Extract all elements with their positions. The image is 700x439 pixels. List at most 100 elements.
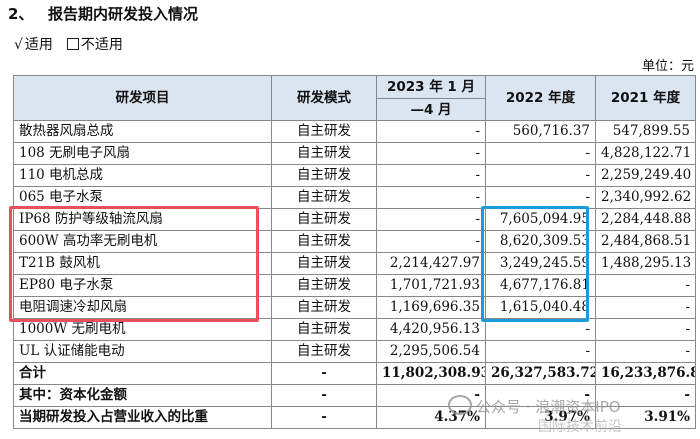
cell-2023: 1,169,696.35	[376, 296, 486, 319]
table-row: 065 电子水泵 自主研发 - -2,340,992.62	[13, 186, 696, 209]
cell-project: 其中：资本化金额	[13, 384, 272, 407]
table-row: UL 认证储能电动 自主研发 2,295,506.54- -	[13, 340, 696, 363]
header-project: 研发项目	[13, 75, 272, 121]
cell-project: T21B 鼓风机	[13, 252, 272, 275]
cell-2022: 26,327,583.72	[485, 362, 596, 385]
applicability-options: √ 适用 不适用	[14, 34, 125, 54]
capitalized-row: 其中：资本化金额 - - - -	[13, 384, 696, 407]
cell-mode: 自主研发	[271, 252, 377, 275]
cell-mode: 自主研发	[271, 208, 377, 231]
cell-mode: 自主研发	[271, 230, 377, 253]
cell-mode: -	[271, 406, 377, 429]
cell-2023: -	[376, 186, 486, 209]
ratio-row: 当期研发投入占营业收入的比重 -4.37% 3.97% 3.91%	[13, 406, 696, 429]
cell-2022: 4,677,176.81	[485, 274, 596, 297]
cell-project: 合计	[13, 362, 272, 385]
table-row: T21B 鼓风机 自主研发 2,214,427.97 3,249,245.59 1,48…	[13, 252, 696, 275]
watermark-text: 公众号 · 浪潮资本IPO	[476, 398, 621, 416]
cell-mode: 自主研发	[271, 318, 377, 341]
table-row: EP80 电子水泵 自主研发 1,701,721.93 4,677,176.81-	[13, 274, 696, 297]
cell-2021: -	[595, 318, 696, 341]
cell-2023: -	[376, 230, 486, 253]
cell-project: 1000W 无刷电机	[13, 318, 272, 341]
cell-2022: 3,249,245.59	[485, 252, 596, 275]
header-2023-line1: 2023 年 1 月	[376, 75, 486, 99]
header-2022: 2022 年度	[485, 75, 596, 121]
cell-2021: 2,284,448.88	[595, 208, 696, 231]
section-heading: 2、 报告期内研发投入情况	[8, 3, 198, 24]
cell-2022: 7,605,094.95	[485, 208, 596, 231]
cell-project: EP80 电子水泵	[13, 274, 272, 297]
cell-project: 当期研发投入占营业收入的比重	[13, 406, 272, 429]
cell-2023: -	[376, 120, 486, 143]
watermark-secondary: 国际技术前沿	[538, 419, 622, 435]
empty-checkbox-icon	[66, 38, 79, 50]
cell-2021: 4,828,122.71	[595, 142, 696, 165]
cell-project: 108 无刷电子风扇	[13, 142, 272, 165]
cell-2022: 560,716.37	[485, 120, 596, 143]
header-2021: 2021 年度	[595, 75, 696, 121]
cell-2023: 11,802,308.93	[376, 362, 486, 385]
cell-mode: 自主研发	[271, 186, 377, 209]
watermark: 公众号 · 浪潮资本IPO	[448, 395, 621, 417]
cell-2021: 1,488,295.13	[595, 252, 696, 275]
cell-2023: 1,701,721.93	[376, 274, 486, 297]
table-row: IP68 防护等级轴流风扇 自主研发 -7,605,094.95 2,284,448.…	[13, 208, 696, 231]
table-row: 108 无刷电子风扇 自主研发 - -4,828,122.71	[13, 142, 696, 165]
total-row: 合计 -11,802,308.93 26,327,583.72 16,233,876.…	[13, 362, 696, 385]
cell-2023: -	[376, 142, 486, 165]
cell-mode: -	[271, 362, 377, 385]
cell-project: IP68 防护等级轴流风扇	[13, 208, 272, 231]
cell-2022: -	[485, 142, 596, 165]
section-title: 报告期内研发投入情况	[48, 5, 199, 23]
cell-2022: 8,620,309.53	[485, 230, 596, 253]
cell-2021: -	[595, 274, 696, 297]
unit-label: 单位：元	[641, 59, 694, 74]
cell-project: UL 认证储能电动	[13, 340, 272, 363]
header-mode: 研发模式	[271, 75, 377, 121]
cell-mode: 自主研发	[271, 164, 377, 187]
cell-2022: 1,615,040.48	[485, 296, 596, 319]
table-row: 电阻调速冷却风扇 自主研发 1,169,696.35 1,615,040.48-	[13, 296, 696, 319]
table-row: 散热器风扇总成 自主研发 -560,716.37 547,899.55	[13, 120, 696, 143]
section-number: 2、	[8, 5, 34, 23]
cell-mode: 自主研发	[271, 142, 377, 165]
table-row: 1000W 无刷电机 自主研发 4,420,956.13- -	[13, 318, 696, 341]
cell-2022: -	[485, 164, 596, 187]
cell-2023: 2,295,506.54	[376, 340, 486, 363]
cell-2022: 3.97%	[485, 406, 596, 429]
cell-2022: -	[485, 340, 596, 363]
cell-project: 065 电子水泵	[13, 186, 272, 209]
wechat-icon	[448, 395, 472, 415]
cell-mode: 自主研发	[271, 340, 377, 363]
cell-project: 110 电机总成	[13, 164, 272, 187]
cell-2021: 2,340,992.62	[595, 186, 696, 209]
cell-2023: -	[376, 208, 486, 231]
cell-2021: -	[595, 296, 696, 319]
cell-mode: 自主研发	[271, 296, 377, 319]
cell-2021: 3.91%	[595, 406, 696, 429]
cell-2021: 547,899.55	[595, 120, 696, 143]
cell-project: 电阻调速冷却风扇	[13, 296, 272, 319]
cell-2022: -	[485, 186, 596, 209]
header-2023-line2: —4 月	[376, 98, 486, 121]
table-row: 110 电机总成 自主研发 - -2,259,249.40	[13, 164, 696, 187]
not-applicable-label: 不适用	[80, 37, 123, 53]
cell-project: 散热器风扇总成	[13, 120, 272, 143]
cell-mode: -	[271, 384, 377, 407]
cell-mode: 自主研发	[271, 120, 377, 143]
cell-mode: 自主研发	[271, 274, 377, 297]
cell-2022: -	[485, 318, 596, 341]
applicable-label: 适用	[24, 37, 53, 53]
cell-2021: 16,233,876.80	[595, 362, 696, 385]
cell-2023: -	[376, 164, 486, 187]
cell-2023: 4,420,956.13	[376, 318, 486, 341]
rd-investment-table: 研发项目 研发模式 2023 年 1 月 2022 年度 2021 年度 —4 …	[13, 75, 696, 429]
cell-2021: 2,484,868.51	[595, 230, 696, 253]
cell-2023: 2,214,427.97	[376, 252, 486, 275]
cell-2021: 2,259,249.40	[595, 164, 696, 187]
cell-project: 600W 高功率无刷电机	[13, 230, 272, 253]
table-row: 600W 高功率无刷电机 自主研发 -8,620,309.53 2,484,868.5…	[13, 230, 696, 253]
check-mark-icon: √	[14, 37, 23, 53]
cell-2021: -	[595, 340, 696, 363]
